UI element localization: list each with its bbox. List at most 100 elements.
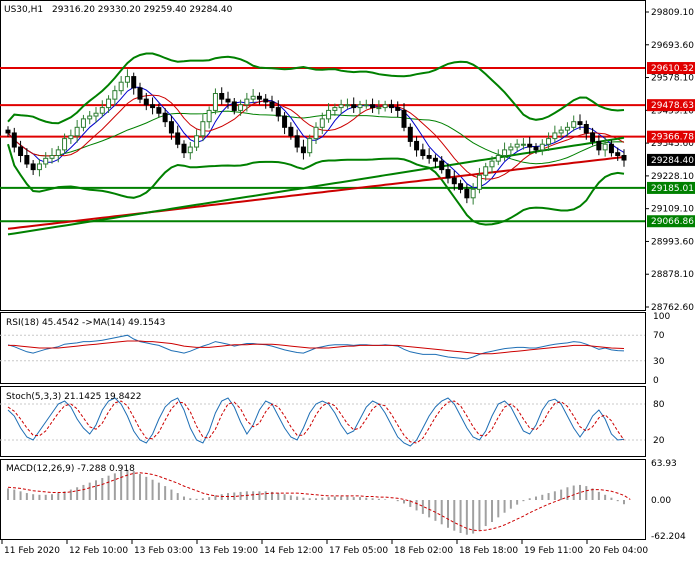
- price-tag-box: [647, 99, 695, 112]
- candle-body: [432, 157, 438, 162]
- price-tag-label: 29478.63: [651, 101, 694, 111]
- symbol-header: US30,H1 29316.20 29330.20 29259.40 29284…: [4, 5, 233, 15]
- candle-body: [401, 109, 407, 128]
- candle-body: [80, 118, 86, 128]
- price-tag-label: 29610.32: [651, 64, 694, 74]
- candle-body: [244, 98, 250, 106]
- stoch-axis: 80 20: [653, 400, 665, 446]
- candle-body: [93, 112, 99, 117]
- price-tag-label: 29284.40: [651, 156, 694, 166]
- candle-body: [552, 132, 558, 140]
- macd-histogram: [7, 469, 625, 535]
- candle-body: [68, 135, 74, 140]
- candle-body: [395, 107, 401, 111]
- macd-axis-label: 0.00: [651, 496, 671, 506]
- price-tag-box: [647, 62, 695, 75]
- candle-body: [263, 98, 269, 103]
- candle-body: [18, 146, 24, 157]
- time-axis-label: 12 Feb 10:00: [69, 546, 128, 556]
- price-axis-label: 29343.60: [651, 139, 694, 149]
- time-axis-label: 11 Feb 2020: [4, 546, 60, 556]
- candle-body: [36, 163, 42, 171]
- candle-body: [388, 104, 394, 109]
- time-axis-label: 18 Feb 18:00: [459, 546, 518, 556]
- ma-long-red: [7, 156, 625, 230]
- candle-body: [225, 98, 231, 103]
- candle-body: [495, 155, 501, 162]
- time-axis-label: 14 Feb 12:00: [264, 546, 323, 556]
- candle-body: [11, 132, 17, 148]
- candle-body: [282, 115, 288, 128]
- rsi-axis-label: 0: [653, 376, 659, 386]
- candle-body: [514, 143, 520, 148]
- candle-body: [300, 146, 306, 154]
- candle-body: [307, 138, 313, 154]
- candle-body: [414, 140, 420, 151]
- candle-body: [615, 152, 621, 157]
- candle-body: [275, 107, 281, 117]
- candle-body: [74, 126, 80, 137]
- candle-body: [489, 160, 495, 168]
- candle-body: [294, 135, 300, 148]
- rsi-axis-label: 30: [653, 357, 665, 367]
- candle-body: [351, 104, 357, 109]
- candle-body: [143, 98, 149, 106]
- candle-body: [313, 126, 319, 140]
- candle-body: [288, 126, 294, 137]
- candle-body: [621, 155, 627, 161]
- time-axis-label: 13 Feb 19:00: [199, 546, 258, 556]
- price-tag-label: 29366.78: [651, 133, 694, 143]
- stoch-header: Stoch(5,3,3) 21.1425 19.8422: [6, 392, 141, 402]
- bollinger-lower: [7, 143, 625, 226]
- candle-body: [527, 143, 533, 148]
- macd-panel[interactable]: [0, 459, 646, 540]
- rsi-axis-label: 70: [653, 331, 665, 341]
- candle-body: [162, 112, 168, 123]
- rsi-panel[interactable]: [0, 312, 646, 384]
- price-tag-label: 29066.86: [651, 217, 694, 227]
- candle-body: [55, 149, 61, 157]
- candle-body: [370, 104, 376, 109]
- macd-signal-line: [7, 472, 631, 532]
- candle-body: [376, 107, 382, 110]
- price-axis-label: 29809.10: [651, 8, 694, 18]
- candle-body: [30, 163, 36, 171]
- main-price-panel[interactable]: [0, 0, 646, 311]
- price-tag-box: [647, 153, 695, 166]
- price-tag-box: [647, 130, 695, 143]
- time-axis: 11 Feb 2020 12 Feb 10:00 13 Feb 03:00 13 Fe…: [1, 540, 648, 556]
- ohlc-values: 29316.20 29330.20 29259.40 29284.40: [52, 5, 233, 15]
- candle-body: [338, 104, 344, 109]
- candle-body: [231, 101, 237, 111]
- macd-axis-label: -62.204: [651, 532, 686, 542]
- symbol-label: US30,H1: [4, 5, 43, 15]
- candle-body: [363, 104, 369, 107]
- candle-body: [150, 104, 156, 109]
- candle-body: [250, 95, 256, 100]
- candle-body: [137, 87, 143, 100]
- candle-body: [62, 138, 68, 151]
- candle-body: [219, 92, 225, 100]
- price-tag-box: [647, 181, 695, 194]
- price-axis-label: 28993.60: [651, 237, 694, 247]
- candle-body: [238, 104, 244, 111]
- price-axis-label: 29578.10: [651, 74, 694, 84]
- candle-body: [451, 177, 457, 185]
- candle-body: [445, 169, 451, 179]
- candle-body: [558, 129, 564, 134]
- price-axis-label: 29459.10: [651, 106, 694, 116]
- candle-body: [426, 155, 432, 159]
- price-axis-label: 28762.60: [651, 303, 694, 313]
- oscillator-level-lines: [0, 334, 645, 441]
- rsi-ma-line: [8, 340, 625, 355]
- candle-body: [520, 143, 526, 146]
- candle-body: [43, 157, 49, 165]
- stoch-panel[interactable]: [0, 386, 646, 457]
- candle-body: [326, 109, 332, 120]
- candle-body: [508, 146, 514, 151]
- candle-body: [49, 155, 55, 159]
- candle-body: [5, 129, 11, 134]
- candle-body: [539, 143, 545, 151]
